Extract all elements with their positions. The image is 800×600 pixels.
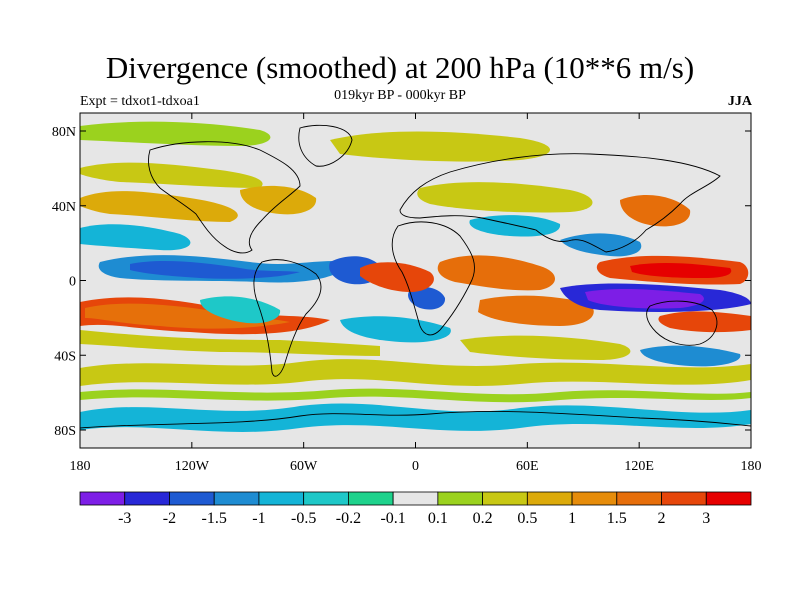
lat-tick-label: 0 xyxy=(69,275,76,290)
experiment-label: Expt = tdxot1-tdxoa1 xyxy=(80,94,200,109)
colorbar-swatch xyxy=(213,491,260,506)
field-australia-positive xyxy=(658,311,751,333)
coast-australia xyxy=(646,300,718,346)
colorbar-label: -0.5 xyxy=(291,510,316,527)
colorbar: -3 -2 -1.5 -1 -0.5 -0.2 -0.1 0.1 0.2 0.5 1 1.5 2 3 xyxy=(79,491,752,527)
field-wpac-positive-core xyxy=(630,262,732,278)
field-southern-positive xyxy=(80,359,751,386)
field-north-atlantic-positive xyxy=(240,185,317,215)
colorbar-swatch xyxy=(303,491,349,506)
lat-tick-label: 40N xyxy=(52,200,76,215)
colorbar-label: 3 xyxy=(702,510,710,527)
field-arctic-yellow xyxy=(330,131,550,162)
field-east-asia-positive xyxy=(620,195,691,227)
map-subtitle: 019kyr BP - 000kyr BP xyxy=(334,88,466,103)
field-antarctic-green xyxy=(80,388,751,403)
colorbar-label: -3 xyxy=(118,510,131,527)
coast-north-america xyxy=(148,141,301,254)
coast-greenland xyxy=(298,124,353,167)
field-pacific-negative-west xyxy=(80,224,191,251)
field-maritime-negative-core xyxy=(585,288,704,309)
colorbar-label: -0.1 xyxy=(380,510,405,527)
colorbar-label: -1 xyxy=(252,510,265,527)
field-eurasia-yellow xyxy=(417,182,593,213)
colorbar-label: 1.5 xyxy=(607,510,627,527)
colorbar-swatch xyxy=(258,491,305,506)
lon-tick-label: 60E xyxy=(516,459,539,474)
contour-fields xyxy=(80,121,751,432)
lon-tick-label: 0 xyxy=(412,459,419,474)
field-south-atlantic-cyan xyxy=(340,316,451,343)
field-south-pacific-yellow xyxy=(80,330,380,356)
field-south-indian-yellow xyxy=(460,335,631,360)
coast-south-america xyxy=(253,259,322,377)
lat-tick-label: 80N xyxy=(52,125,76,140)
colorbar-label: 0.5 xyxy=(517,510,537,527)
field-east-asia-negative xyxy=(560,233,642,257)
lon-tick-label: 60W xyxy=(290,459,318,474)
field-north-pacific-positive xyxy=(80,191,238,222)
colorbar-label: -2 xyxy=(163,510,176,527)
colorbar-label: 1 xyxy=(568,510,576,527)
colorbar-swatch xyxy=(79,491,126,506)
field-americas-cyan xyxy=(200,296,281,324)
colorbar-label: 0.2 xyxy=(473,510,493,527)
field-africa-positive xyxy=(437,255,555,291)
field-tasman-cyan xyxy=(640,345,741,367)
field-arctic-green xyxy=(80,121,271,146)
colorbar-swatch xyxy=(526,491,573,506)
colorbar-swatch xyxy=(705,491,752,506)
lon-tick-label: 180 xyxy=(70,459,91,474)
colorbar-swatch xyxy=(437,491,484,506)
field-south-pacific-core xyxy=(85,303,290,329)
colorbar-label: 2 xyxy=(658,510,666,527)
latitude-ticks: 80N 40N 0 40S 80S xyxy=(52,125,751,439)
field-antarctic-cyan xyxy=(80,403,751,432)
field-atlantic-negative-2 xyxy=(408,287,446,310)
coastlines xyxy=(80,124,751,429)
coast-antarctica xyxy=(80,411,751,429)
colorbar-swatch xyxy=(169,491,215,506)
field-north-pacific-yellow xyxy=(80,162,263,188)
colorbar-swatch xyxy=(571,491,618,506)
lat-tick-label: 80S xyxy=(54,424,76,439)
lon-tick-label: 180 xyxy=(741,459,762,474)
lon-tick-label: 120E xyxy=(624,459,654,474)
coast-africa xyxy=(391,221,475,336)
colorbar-swatch xyxy=(482,491,528,506)
colorbar-swatch xyxy=(392,491,439,506)
colorbar-label: 0.1 xyxy=(428,510,448,527)
coast-eurasia xyxy=(399,153,721,253)
field-indian-positive xyxy=(478,295,594,326)
field-pacific-negative-core xyxy=(130,261,300,279)
lon-tick-label: 120W xyxy=(175,459,210,474)
lat-tick-label: 40S xyxy=(54,349,76,364)
colorbar-swatch xyxy=(661,491,707,506)
colorbar-swatch xyxy=(347,491,394,506)
field-atlantic-positive xyxy=(360,262,434,292)
colorbar-label: -0.2 xyxy=(336,510,361,527)
colorbar-swatch xyxy=(124,491,170,506)
longitude-ticks: 180 120W 60W 0 60E 120E 180 xyxy=(70,113,762,474)
colorbar-label: -1.5 xyxy=(202,510,227,527)
map-title: Divergence (smoothed) at 200 hPa (10**6 … xyxy=(105,50,695,85)
season-label: JJA xyxy=(727,94,752,109)
colorbar-swatch xyxy=(616,491,662,506)
